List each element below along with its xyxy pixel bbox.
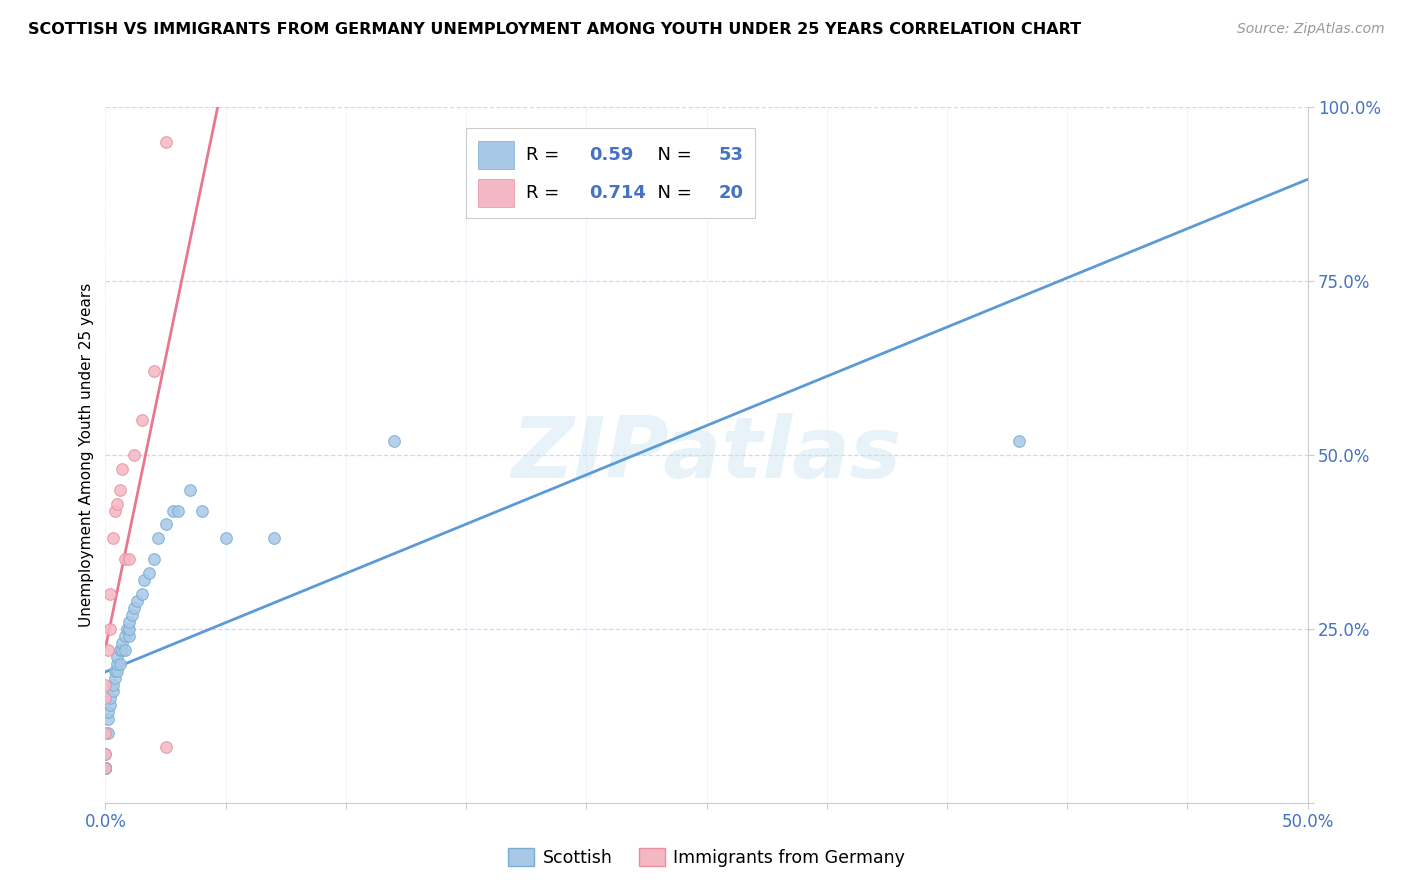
Text: SCOTTISH VS IMMIGRANTS FROM GERMANY UNEMPLOYMENT AMONG YOUTH UNDER 25 YEARS CORR: SCOTTISH VS IMMIGRANTS FROM GERMANY UNEM… <box>28 22 1081 37</box>
Text: R =: R = <box>526 184 565 202</box>
Point <box>94 677 117 691</box>
Point <box>382 434 405 448</box>
Point <box>114 552 136 566</box>
Point <box>107 497 129 511</box>
Point <box>111 462 134 476</box>
Point <box>94 747 117 761</box>
Point <box>98 587 121 601</box>
Point <box>104 503 127 517</box>
Point <box>124 601 146 615</box>
Point <box>94 761 117 775</box>
Point <box>131 587 153 601</box>
Point <box>94 761 117 775</box>
Point <box>94 747 117 761</box>
Point <box>115 622 138 636</box>
Point <box>98 691 121 706</box>
Legend: Scottish, Immigrants from Germany: Scottish, Immigrants from Germany <box>501 841 912 874</box>
Point <box>118 629 141 643</box>
Point <box>94 691 117 706</box>
Point <box>94 761 117 775</box>
Point <box>131 413 153 427</box>
Text: N =: N = <box>647 184 697 202</box>
Point <box>94 761 117 775</box>
Point <box>101 684 124 698</box>
Point <box>94 761 117 775</box>
Text: R =: R = <box>526 146 565 164</box>
Point <box>98 622 121 636</box>
Point <box>97 726 120 740</box>
Point <box>94 761 117 775</box>
Point <box>1008 434 1031 448</box>
Point <box>94 761 117 775</box>
Y-axis label: Unemployment Among Youth under 25 years: Unemployment Among Youth under 25 years <box>79 283 94 627</box>
Point <box>107 664 129 678</box>
Point <box>107 657 129 671</box>
Point <box>166 503 188 517</box>
Text: 0.59: 0.59 <box>589 146 633 164</box>
Point <box>155 517 177 532</box>
Text: 53: 53 <box>718 146 744 164</box>
Point <box>97 706 120 720</box>
Point <box>111 642 134 657</box>
Point <box>132 573 155 587</box>
Text: 20: 20 <box>718 184 744 202</box>
Point <box>263 532 285 546</box>
Point <box>155 135 177 149</box>
Point <box>108 483 131 497</box>
Point <box>94 726 117 740</box>
Text: Source: ZipAtlas.com: Source: ZipAtlas.com <box>1237 22 1385 37</box>
Text: 0.714: 0.714 <box>589 184 645 202</box>
Point <box>138 566 160 581</box>
Point <box>124 448 146 462</box>
Point <box>121 607 143 622</box>
Point <box>142 364 165 378</box>
Point <box>94 761 117 775</box>
Point <box>125 594 148 608</box>
Point <box>114 629 136 643</box>
Point <box>148 532 170 546</box>
FancyBboxPatch shape <box>465 128 755 219</box>
Bar <box>478 179 515 207</box>
Point <box>94 761 117 775</box>
Point <box>108 642 131 657</box>
Point <box>118 615 141 629</box>
Point <box>104 671 127 685</box>
Point <box>94 761 117 775</box>
Point <box>214 532 236 546</box>
Point <box>108 657 131 671</box>
Point <box>190 503 212 517</box>
Point <box>142 552 165 566</box>
Point <box>101 532 124 546</box>
Point <box>155 740 177 755</box>
Point <box>94 761 117 775</box>
Text: ZIPatlas: ZIPatlas <box>512 413 901 497</box>
Point <box>94 761 117 775</box>
Point <box>98 698 121 713</box>
Text: N =: N = <box>647 146 697 164</box>
Point <box>101 677 124 691</box>
Point <box>107 649 129 664</box>
Point <box>97 642 120 657</box>
Point <box>94 761 117 775</box>
Point <box>118 622 141 636</box>
Point <box>179 483 201 497</box>
Bar <box>478 141 515 169</box>
Point <box>118 552 141 566</box>
Point <box>162 503 184 517</box>
Point <box>104 664 127 678</box>
Point <box>97 712 120 726</box>
Point <box>94 761 117 775</box>
Point <box>114 642 136 657</box>
Point <box>111 636 134 650</box>
